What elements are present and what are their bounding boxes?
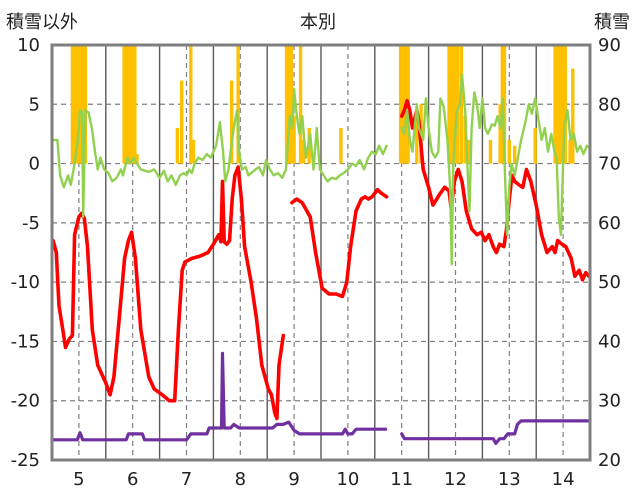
right-tick-label: 20 xyxy=(598,450,621,471)
bar xyxy=(488,139,493,164)
left-tick-label: -10 xyxy=(11,272,40,293)
vertical-gridlines xyxy=(78,45,564,460)
bar xyxy=(229,80,234,164)
bar xyxy=(135,154,139,164)
bar xyxy=(292,116,296,164)
bar xyxy=(131,45,135,164)
left-tick-label: -25 xyxy=(11,450,40,471)
bar xyxy=(302,139,306,164)
bar xyxy=(415,116,419,164)
x-tick-label: 5 xyxy=(73,469,84,490)
x-tick-label: 11 xyxy=(390,469,413,490)
left-tick-label: -20 xyxy=(11,391,40,412)
x-tick-label: 8 xyxy=(235,469,246,490)
line-series xyxy=(50,73,592,445)
bar xyxy=(455,45,460,164)
bar xyxy=(191,139,196,164)
bar xyxy=(571,68,575,164)
bar xyxy=(498,104,502,164)
plot-border xyxy=(50,43,592,462)
bar xyxy=(563,45,567,164)
bar xyxy=(122,45,126,164)
left-axis-tick-labels: 10 5 0 -5 -10 -15 -20 -25 xyxy=(11,35,40,471)
bar xyxy=(75,45,79,164)
bar xyxy=(556,45,560,164)
left-tick-label: 5 xyxy=(29,94,40,115)
bar xyxy=(72,45,77,164)
left-axis-title: 積雪以外 xyxy=(6,12,78,33)
x-tick-label: 9 xyxy=(288,469,299,490)
bar xyxy=(175,128,180,164)
bar xyxy=(512,145,517,164)
bar xyxy=(81,45,85,164)
right-tick-label: 40 xyxy=(598,331,621,352)
right-axis-title: 積雪 xyxy=(594,12,630,33)
bar xyxy=(449,45,453,164)
bar xyxy=(447,45,451,164)
bar xyxy=(467,139,471,164)
right-tick-label: 50 xyxy=(598,272,621,293)
right-tick-label: 80 xyxy=(598,94,621,115)
left-tick-label: -15 xyxy=(11,331,40,352)
series-line-1-segment-0 xyxy=(51,165,286,421)
bar xyxy=(459,45,464,164)
bar xyxy=(133,45,137,164)
bar xyxy=(83,45,88,164)
series-line-3-segment-0 xyxy=(50,351,388,442)
right-tick-label: 90 xyxy=(598,35,621,56)
x-tick-label: 14 xyxy=(552,469,575,490)
bar xyxy=(79,45,83,164)
bar xyxy=(339,128,343,164)
bar xyxy=(126,45,131,164)
bar xyxy=(453,45,458,164)
right-tick-label: 30 xyxy=(598,391,621,412)
bar xyxy=(502,45,507,164)
bar xyxy=(553,45,557,164)
plot-frame xyxy=(50,43,592,462)
x-axis-tick-labels: 5 6 7 8 9 10 11 12 13 14 xyxy=(73,469,574,490)
bar xyxy=(558,45,563,164)
x-tick-label: 13 xyxy=(498,469,521,490)
bar xyxy=(561,45,565,164)
x-tick-label: 10 xyxy=(336,469,359,490)
right-tick-label: 60 xyxy=(598,213,621,234)
left-tick-label: 10 xyxy=(17,35,40,56)
right-axis-tick-labels: 90 80 70 60 50 40 30 20 xyxy=(598,35,621,471)
bar xyxy=(124,45,128,164)
bar xyxy=(70,45,75,164)
bar xyxy=(287,45,291,164)
bar xyxy=(568,139,572,164)
bar xyxy=(179,80,184,164)
left-tick-label: 0 xyxy=(29,154,40,175)
series-line-1-segment-2 xyxy=(399,98,591,282)
bar xyxy=(128,45,133,164)
bar xyxy=(289,45,294,164)
bar xyxy=(507,139,511,164)
bar xyxy=(236,45,240,164)
bar xyxy=(77,45,81,164)
x-tick-label: 12 xyxy=(444,469,467,490)
bar xyxy=(398,45,403,164)
bar xyxy=(189,45,193,164)
series-line-1-segment-1 xyxy=(290,187,389,299)
x-tick-label: 7 xyxy=(181,469,192,490)
bar xyxy=(533,128,537,164)
bar xyxy=(401,45,405,164)
series-line-3-segment-1 xyxy=(400,419,592,445)
bar xyxy=(284,45,289,164)
series-line-2-segment-0 xyxy=(51,87,388,219)
series-line-2-segment-1 xyxy=(400,73,592,266)
bar xyxy=(298,45,303,164)
x-tick-label: 6 xyxy=(127,469,138,490)
right-tick-label: 70 xyxy=(598,154,621,175)
left-tick-label: -5 xyxy=(22,213,40,234)
bar xyxy=(451,45,456,164)
chart-title: 本別 xyxy=(300,12,336,33)
